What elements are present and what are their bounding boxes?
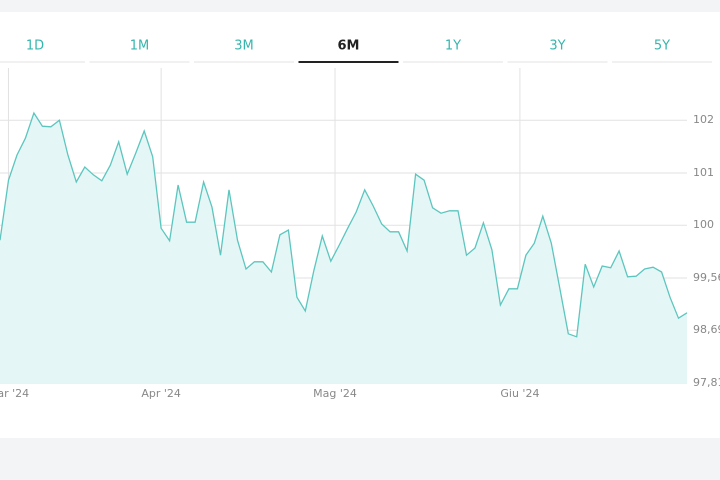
area bbox=[0, 113, 687, 383]
x-tick-label: Apr '24 bbox=[141, 387, 181, 400]
x-tick-label: Mar '24 bbox=[0, 387, 29, 400]
y-tick-label: 100 bbox=[693, 218, 714, 231]
x-tick-label: Mag '24 bbox=[313, 387, 357, 400]
line bbox=[0, 111, 688, 338]
x-tick-label: Giu '24 bbox=[500, 387, 539, 400]
tab-label[interactable]: 3M bbox=[234, 39, 254, 54]
y-tick-label: 97,81 bbox=[693, 376, 720, 389]
tab-label[interactable]: 1M bbox=[130, 39, 150, 54]
y-tick-label: 98,69 bbox=[693, 323, 720, 336]
y-tick-label: 102 bbox=[693, 113, 714, 126]
tab-label[interactable]: 6M bbox=[338, 39, 360, 54]
tab-label[interactable]: 3Y bbox=[549, 39, 565, 54]
tab-label[interactable]: 5Y bbox=[654, 39, 670, 54]
y-tick-label: 99,56 bbox=[693, 271, 720, 284]
y-tick-label: 101 bbox=[693, 166, 714, 179]
tab-label[interactable]: 1Y bbox=[445, 39, 461, 54]
tab-label[interactable]: 1D bbox=[26, 39, 44, 54]
